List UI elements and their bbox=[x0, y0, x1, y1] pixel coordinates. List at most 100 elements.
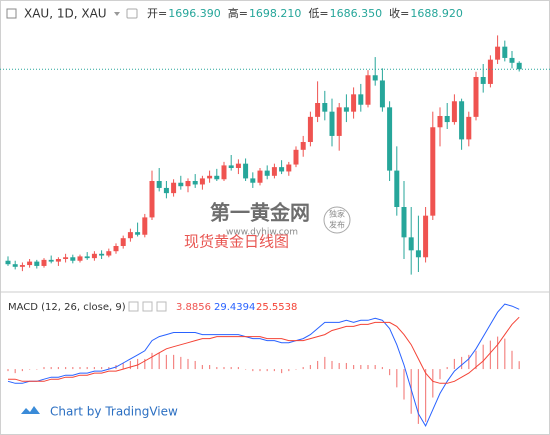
histogram-bar bbox=[14, 369, 16, 374]
candle-body bbox=[221, 165, 227, 180]
candle-body bbox=[315, 103, 321, 117]
watermark-badge bbox=[323, 206, 351, 234]
candle-body bbox=[372, 75, 378, 81]
histogram-bar bbox=[173, 354, 175, 370]
histogram-bar bbox=[381, 367, 383, 370]
histogram-bar bbox=[79, 367, 81, 370]
candle-body bbox=[351, 94, 357, 112]
candle-body bbox=[27, 261, 33, 266]
histogram-bar bbox=[144, 358, 146, 370]
candle-body bbox=[99, 253, 105, 256]
eye-icon[interactable] bbox=[126, 8, 138, 19]
candle-body bbox=[415, 250, 421, 258]
histogram-bar bbox=[302, 367, 304, 370]
macd-close[interactable] bbox=[156, 301, 167, 312]
candle-body bbox=[214, 175, 220, 180]
histogram-bar bbox=[331, 360, 333, 370]
candle-body bbox=[163, 187, 169, 194]
histogram-bar bbox=[129, 360, 131, 370]
macd-eye[interactable] bbox=[128, 301, 139, 312]
candle-body bbox=[185, 181, 191, 187]
candle-body bbox=[63, 257, 69, 259]
histogram-bar bbox=[209, 365, 211, 370]
candle-body bbox=[77, 256, 83, 261]
candle-body bbox=[480, 77, 486, 84]
candle-body bbox=[156, 181, 162, 188]
candle-body bbox=[394, 170, 400, 207]
histogram-bar bbox=[324, 356, 326, 370]
ohlc-value: 1686.350 bbox=[330, 7, 383, 20]
candle-body bbox=[322, 103, 328, 112]
histogram-bar bbox=[288, 369, 290, 372]
tradingview-logo[interactable] bbox=[21, 406, 40, 414]
histogram-bar bbox=[252, 369, 254, 372]
histogram-bar bbox=[187, 358, 189, 370]
histogram-bar bbox=[93, 367, 95, 370]
histogram-bar bbox=[216, 367, 218, 370]
ohlc-label: 开= bbox=[147, 7, 167, 20]
candle-body bbox=[48, 259, 54, 262]
macd-buttons bbox=[128, 301, 167, 312]
candle-body bbox=[12, 264, 18, 267]
candle-body bbox=[264, 170, 270, 176]
histogram-bar bbox=[72, 367, 74, 370]
dropdown-arrow[interactable] bbox=[114, 12, 120, 16]
candle-body bbox=[516, 62, 522, 70]
candle-body bbox=[307, 116, 313, 142]
collapse-icon[interactable] bbox=[6, 8, 17, 19]
histogram-bar bbox=[122, 362, 124, 370]
watermark-url: www.dyhjw.com bbox=[226, 228, 298, 238]
histogram-bar bbox=[317, 360, 319, 370]
histogram-bar bbox=[475, 350, 477, 370]
histogram-bar bbox=[425, 369, 427, 422]
histogram-bar bbox=[158, 352, 160, 370]
histogram-bar bbox=[245, 369, 247, 370]
ohlc-value: 1696.390 bbox=[168, 7, 221, 20]
histogram-bar bbox=[65, 367, 67, 370]
histogram-bar bbox=[338, 362, 340, 370]
candle-body bbox=[466, 116, 472, 140]
candle-body bbox=[243, 163, 249, 179]
macd-line-value: 29.4394 bbox=[214, 302, 255, 313]
candle-body bbox=[199, 178, 205, 185]
histogram-bar bbox=[345, 362, 347, 370]
candle-body bbox=[430, 127, 436, 216]
candle-body bbox=[459, 101, 465, 140]
candle-body bbox=[423, 215, 429, 258]
macd-hist-value: 3.8856 bbox=[176, 302, 211, 313]
histogram-bar bbox=[439, 369, 441, 380]
histogram-bar bbox=[417, 369, 419, 424]
candle-body bbox=[502, 46, 508, 58]
histogram-bar bbox=[281, 369, 283, 374]
candle-body bbox=[271, 167, 277, 176]
histogram-bar bbox=[453, 358, 455, 370]
ohlc-label: 低= bbox=[308, 7, 328, 20]
candle-body bbox=[473, 77, 479, 117]
candle-body bbox=[401, 207, 407, 238]
ohlc-value: 1698.210 bbox=[249, 7, 302, 20]
histogram-bar bbox=[518, 361, 520, 370]
ohlc-label: 收= bbox=[389, 6, 409, 20]
candle-body bbox=[279, 167, 285, 172]
histogram-bar bbox=[180, 356, 182, 370]
candle-body bbox=[286, 164, 292, 172]
candle-body bbox=[91, 253, 97, 259]
candle-body bbox=[5, 260, 11, 265]
histogram-bar bbox=[86, 367, 88, 370]
macd-settings[interactable] bbox=[142, 301, 153, 312]
candle-body bbox=[365, 75, 371, 105]
candle-body bbox=[444, 116, 450, 123]
candle-body bbox=[329, 111, 335, 136]
watermark-badge-top: 独家 bbox=[329, 209, 345, 219]
watermark-brand: 第一黄金网 bbox=[210, 201, 310, 225]
candle-body bbox=[127, 232, 133, 239]
histogram-bar bbox=[237, 367, 239, 370]
candle-body bbox=[149, 181, 155, 218]
histogram-bar bbox=[29, 369, 31, 370]
footer-credit[interactable]: Chart by TradingView bbox=[50, 405, 178, 419]
symbol-title: XAU, 1D, XAU bbox=[24, 7, 107, 21]
candle-body bbox=[41, 259, 47, 266]
watermark: 第一黄金网 www.dyhjw.com 独家 发布 现货黄金日线图 bbox=[184, 201, 351, 251]
histogram-bar bbox=[108, 367, 110, 370]
